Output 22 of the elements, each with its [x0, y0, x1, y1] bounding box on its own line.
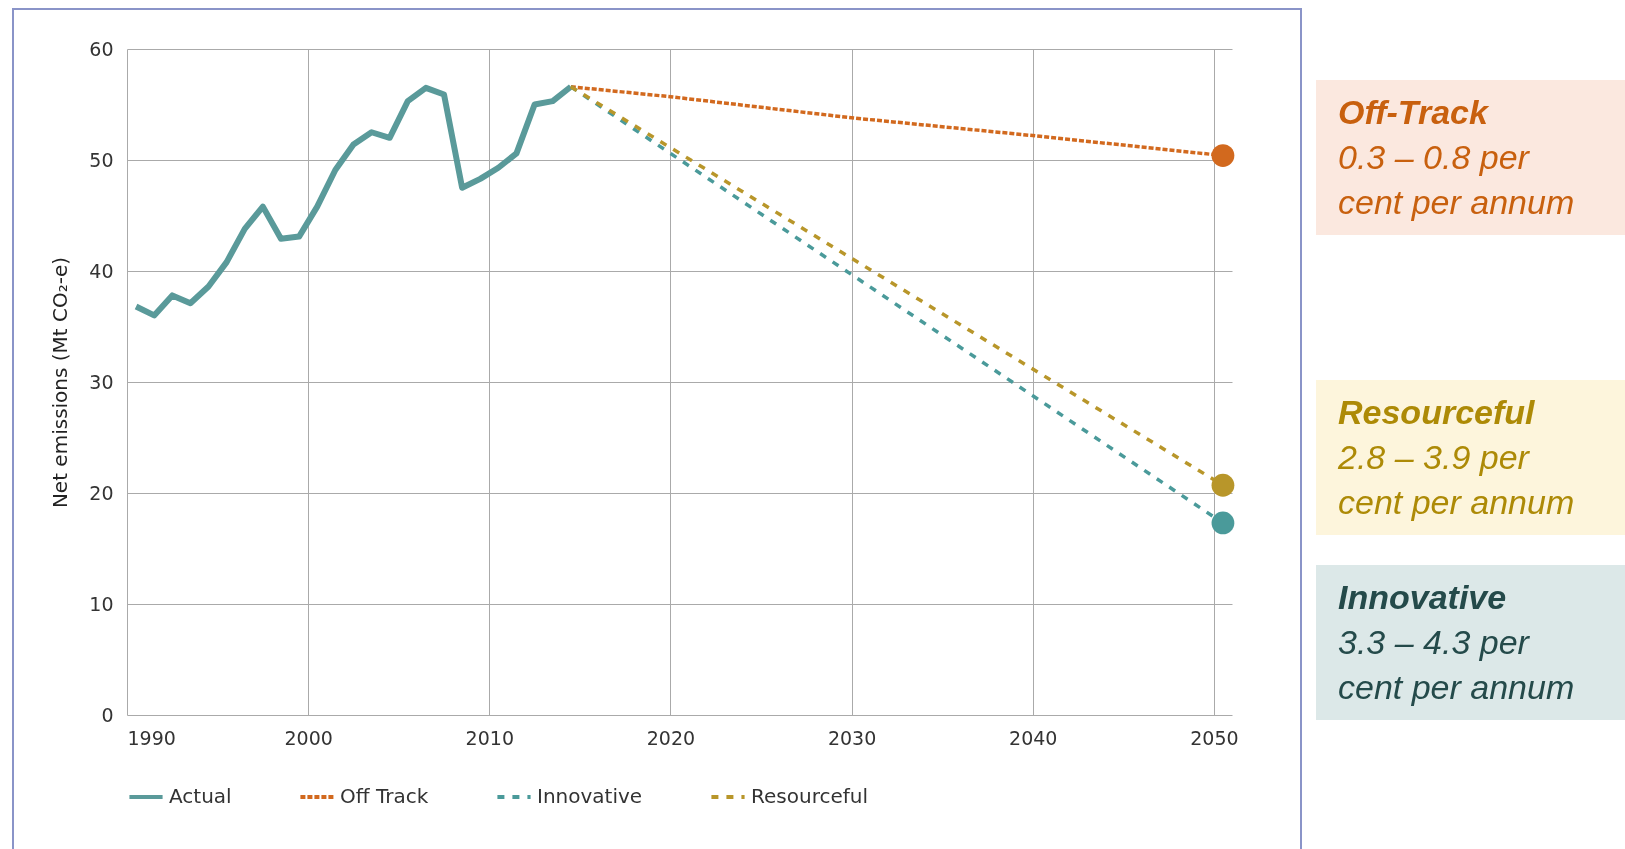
legend-label: Actual — [169, 784, 232, 808]
y-tick-label: 10 — [89, 592, 114, 615]
x-tick-label: 1990 — [127, 726, 176, 749]
x-tick-label: 2010 — [465, 726, 514, 749]
x-tick-label: 2000 — [284, 726, 333, 749]
y-tick-label: 60 — [89, 37, 114, 60]
legend-label: Resourceful — [751, 784, 868, 808]
y-tick-label: 40 — [89, 259, 114, 282]
y-axis-title: Net emissions (Mt CO₂-e) — [48, 256, 73, 509]
x-tick-label: 2020 — [646, 726, 696, 749]
text: Resourceful 2.8 – 3.9 per cent per annum — [1338, 392, 1576, 521]
text: Off-Track 0.3 – 0.8 per cent per annum — [1338, 92, 1576, 221]
text: Innovative 3.3 – 4.3 per cent per annum — [1338, 577, 1576, 706]
y-tick-label: 50 — [89, 148, 114, 171]
y-tick-label: 20 — [89, 481, 114, 504]
x-tick-label: 2050 — [1190, 726, 1239, 749]
y-tick-label: 30 — [89, 370, 114, 393]
legend-label: Innovative — [537, 784, 643, 808]
legend-label: Off Track — [340, 784, 429, 808]
x-tick-label: 2030 — [827, 726, 877, 749]
x-tick-label: 2040 — [1009, 726, 1058, 749]
y-tick-label: 0 — [101, 703, 114, 726]
